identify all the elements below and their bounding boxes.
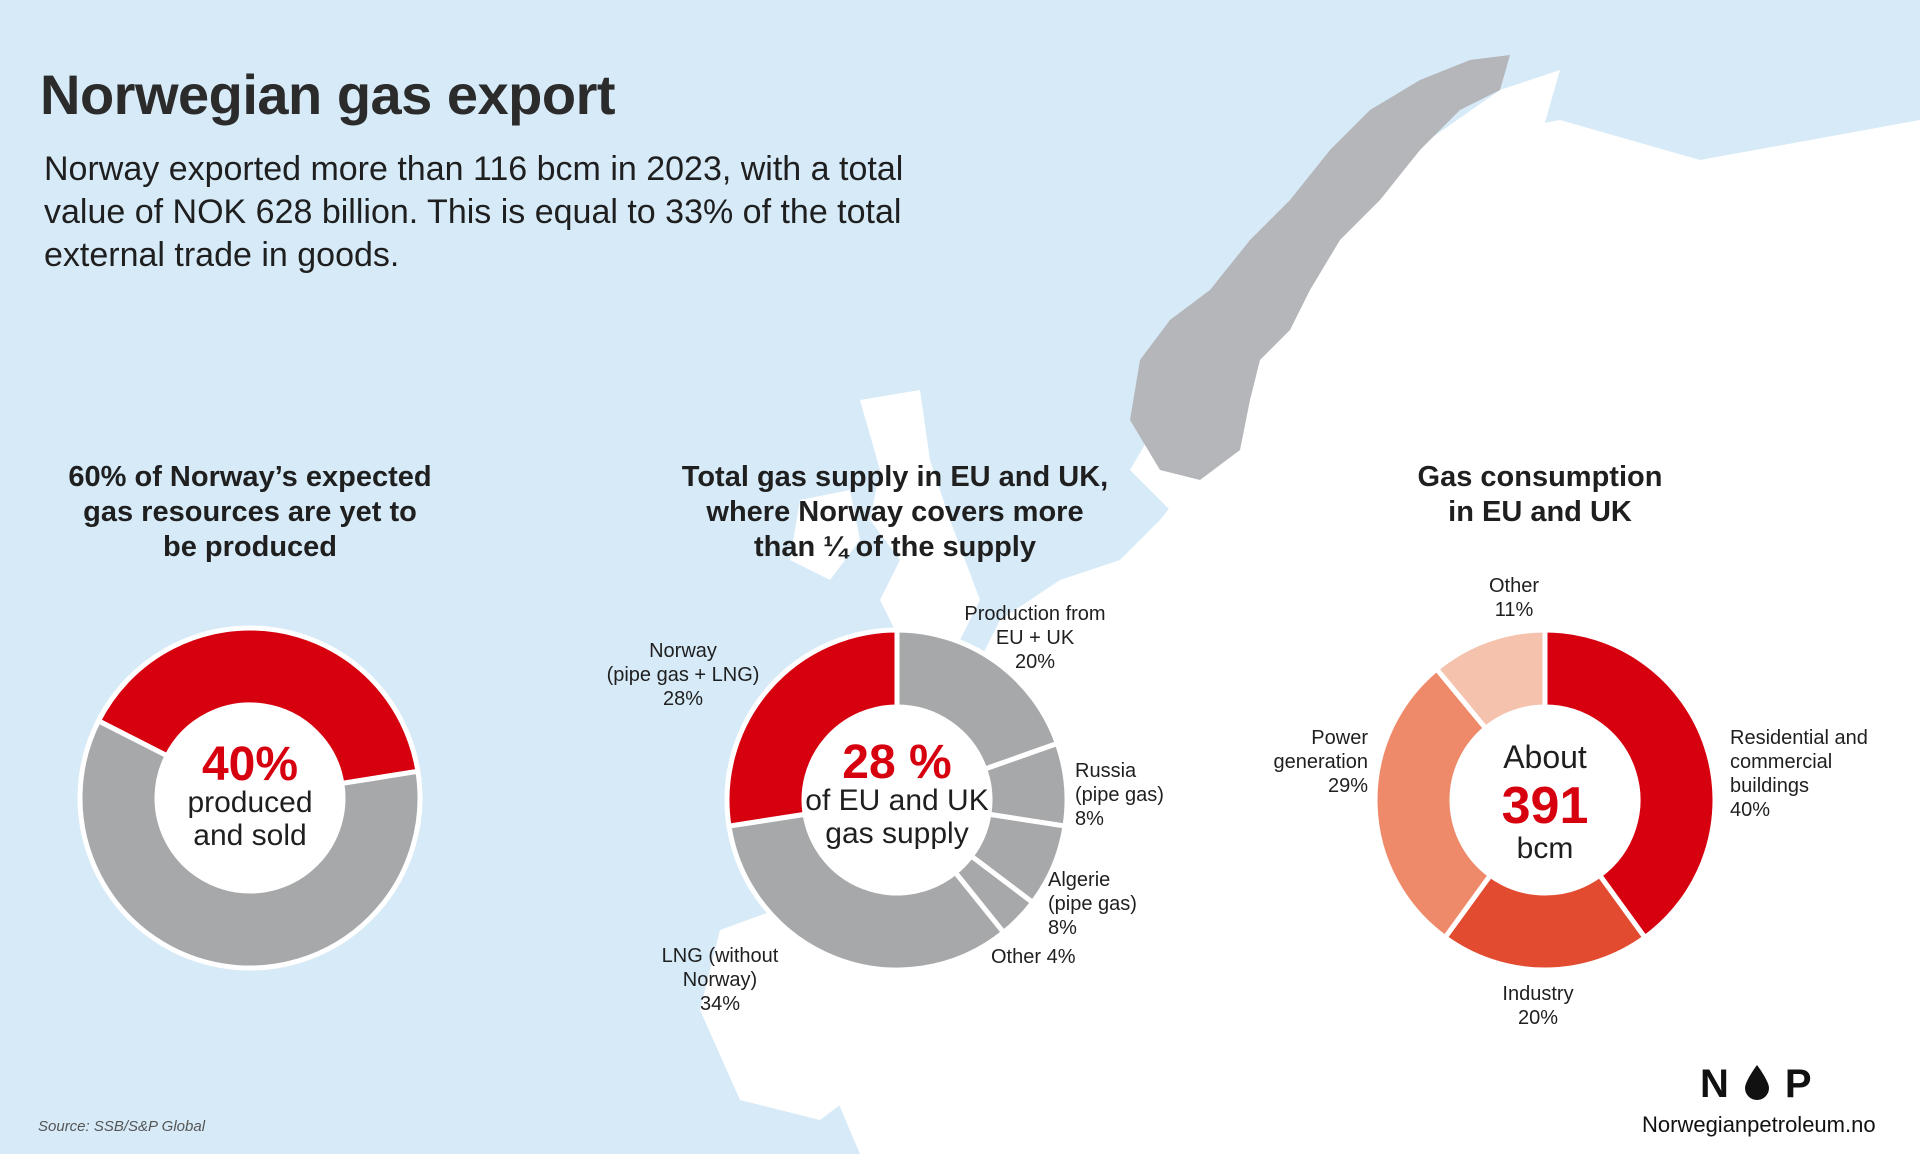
chart2-center-line2: gas supply bbox=[825, 817, 968, 850]
chart2-title: Total gas supply in EU and UK, where Nor… bbox=[660, 460, 1130, 565]
chart3-title-line: Gas consumption bbox=[1417, 461, 1663, 493]
chart3-slice bbox=[1433, 627, 1548, 732]
website-link[interactable]: Norwegianpetroleum.no bbox=[1642, 1112, 1876, 1137]
page-subtitle: Norway exported more than 116 bcm in 202… bbox=[44, 150, 904, 274]
chart2-slice-label: Production from EU + UK 20% bbox=[964, 603, 1105, 673]
chart1-title-line: be produced bbox=[162, 531, 337, 563]
page-title: Norwegian gas export bbox=[40, 63, 616, 126]
chart1-title-line: gas resources are yet to bbox=[83, 496, 417, 528]
chart2-title-line: where Norway covers more bbox=[706, 496, 1084, 528]
chart2-title-line: than ¼ of the supply bbox=[754, 531, 1036, 563]
chart1-center-line2: and sold bbox=[193, 819, 306, 852]
chart2-title-line: Total gas supply in EU and UK, bbox=[681, 461, 1109, 493]
chart3-slice bbox=[1441, 871, 1649, 973]
chart3-slice-label: Other 11% bbox=[1489, 575, 1539, 621]
chart2-slice bbox=[724, 627, 900, 829]
ireland bbox=[790, 490, 860, 580]
chart1-title: 60% of Norway’s expected gas resources a… bbox=[45, 460, 455, 565]
chart2-slice-label: Russia (pipe gas) 8% bbox=[1075, 760, 1164, 830]
chart2-center-line1: of EU and UK bbox=[805, 784, 988, 817]
chart1-slice bbox=[95, 625, 421, 787]
chart1-hole bbox=[159, 707, 341, 889]
chart2-hole bbox=[806, 709, 988, 891]
chart2-slice bbox=[894, 627, 1061, 773]
chart2-slice-label: Other 4% bbox=[991, 946, 1076, 968]
chart3-center-value: 391 bbox=[1502, 777, 1589, 835]
logo-letter-p: P bbox=[1784, 1062, 1826, 1106]
chart3-slice-label: Industry 20% bbox=[1502, 983, 1573, 1029]
norway-highlight bbox=[1130, 55, 1510, 480]
chart1-center-value: 40% bbox=[202, 738, 298, 791]
chart3-hole bbox=[1454, 709, 1636, 891]
chart3-slice-label: Residential and commercial buildings 40% bbox=[1730, 727, 1868, 821]
chart3-title-line: in EU and UK bbox=[1448, 496, 1632, 528]
chart2-slice-label: LNG (without Norway) 34% bbox=[662, 945, 779, 1015]
logo-letter-n: N bbox=[1700, 1062, 1743, 1106]
source-note: Source: SSB/S&P Global bbox=[38, 1118, 206, 1135]
chart3-slice bbox=[1542, 627, 1718, 942]
chart2-center-value: 28 % bbox=[842, 736, 951, 789]
britain bbox=[860, 390, 980, 640]
chart3-center-line0: About bbox=[1503, 739, 1587, 775]
chart3-slice-label: Power generation 29% bbox=[1273, 727, 1368, 797]
chart1-center-line1: produced bbox=[187, 786, 312, 819]
chart2-slice-label: Norway (pipe gas + LNG) 28% bbox=[607, 640, 760, 710]
chart1-slice bbox=[77, 717, 423, 971]
chart2-slice bbox=[726, 811, 1008, 973]
chart3-center-line2: bcm bbox=[1517, 832, 1574, 865]
oil-drop-icon bbox=[1744, 1065, 1769, 1100]
finland bbox=[1430, 180, 1600, 420]
chart2-slice-label: Algerie (pipe gas) 8% bbox=[1048, 869, 1137, 939]
chart3-title: Gas consumption in EU and UK bbox=[1340, 460, 1740, 530]
chart3-slice bbox=[1372, 665, 1494, 942]
chart1-title-line: 60% of Norway’s expected bbox=[68, 461, 432, 493]
